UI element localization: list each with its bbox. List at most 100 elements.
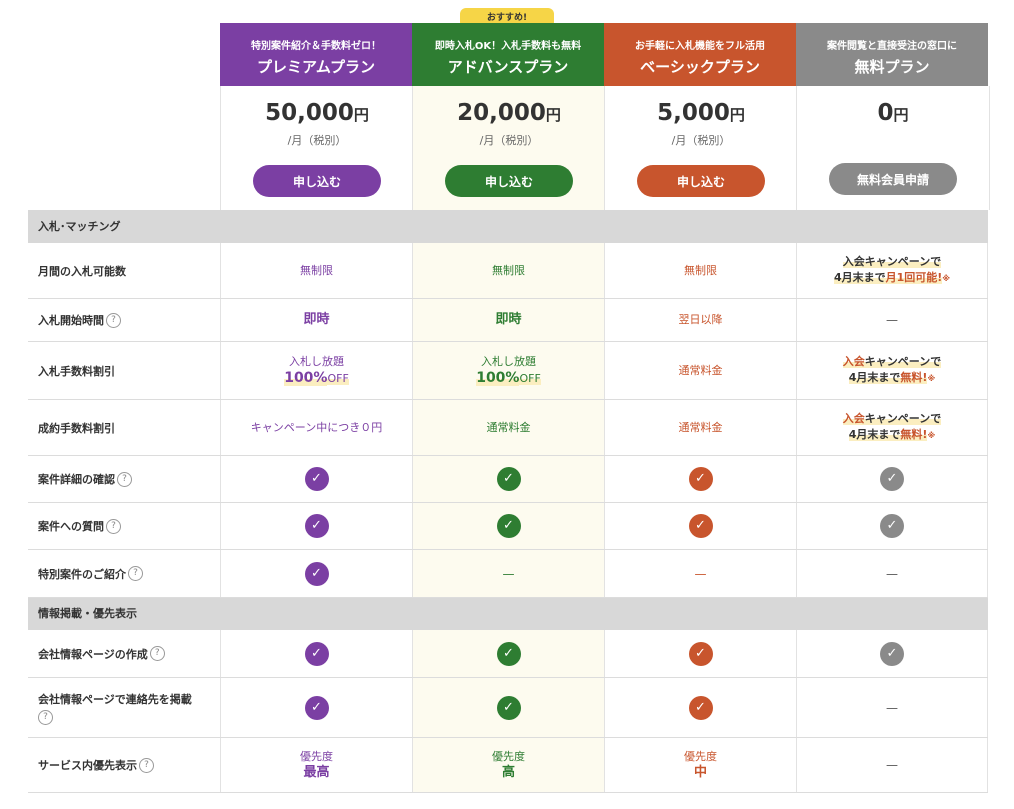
cell-premium: 無制限 <box>220 243 412 298</box>
help-icon[interactable]: ? <box>139 757 154 773</box>
plan-name: アドバンスプラン <box>447 58 569 76</box>
row-label-text: 会社情報ページの作成 <box>38 647 148 661</box>
cell-free: — <box>796 299 988 341</box>
check-icon: ✓ <box>880 514 904 538</box>
cell-basic: 通常料金 <box>604 342 796 399</box>
cell-premium: ✓ <box>220 503 412 549</box>
cell-advance: ✓ <box>412 456 604 502</box>
price-period <box>797 132 989 146</box>
price-period: /月（税別） <box>287 134 347 147</box>
price-free: 0円 無料会員申請 <box>796 86 990 210</box>
cell-advance: ✓ <box>412 678 604 737</box>
row-label: 会社情報ページの作成? <box>28 630 220 677</box>
check-icon: ✓ <box>688 467 713 491</box>
plan-name: ベーシックプラン <box>640 58 760 76</box>
check-icon: ✓ <box>880 467 904 491</box>
cell-advance: — <box>412 550 604 597</box>
cell-premium: 優先度 最高 <box>220 738 412 792</box>
help-icon[interactable]: ? <box>38 709 53 725</box>
plan-tagline: 特別案件紹介＆手数料ゼロ！ <box>251 41 381 52</box>
row-label: 案件詳細の確認? <box>28 456 220 502</box>
priority-level: 高 <box>501 765 515 780</box>
cell-advance: ✓ <box>412 503 604 549</box>
cell-basic: 優先度中 <box>604 738 796 792</box>
campaign-offer: 無料! <box>900 371 928 384</box>
campaign-period: 4月末まで <box>833 271 886 284</box>
cell-premium: 即時 <box>220 299 412 341</box>
price-unit: 円 <box>353 106 369 124</box>
cell-premium: ✓ <box>220 456 412 502</box>
cell-basic: ✓ <box>604 503 796 549</box>
fee-off: OFF <box>519 372 541 385</box>
cell-premium: ✓ <box>220 678 412 737</box>
priority-caption: 優先度 <box>492 750 525 763</box>
campaign-offer: 無料! <box>900 428 928 441</box>
campaign-text: キャンペーンで <box>864 412 942 425</box>
check-icon: ✓ <box>304 514 329 538</box>
cell-free: 入会キャンペーンで 4月末まで月1回可能!※ <box>796 243 988 298</box>
plan-header-premium: 特別案件紹介＆手数料ゼロ！ プレミアムプラン <box>220 23 412 86</box>
cell-basic: ✓ <box>604 678 796 737</box>
price-unit: 円 <box>729 106 745 124</box>
help-icon[interactable]: ? <box>117 471 132 487</box>
free-signup-button[interactable]: 無料会員申請 <box>829 163 957 195</box>
cell-premium: ✓ <box>220 550 412 597</box>
check-icon: ✓ <box>304 695 329 720</box>
check-icon: ✓ <box>688 641 713 666</box>
price-period: /月（税別） <box>479 134 539 147</box>
price-basic: 5,000円 /月（税別） 申し込む <box>604 86 797 210</box>
priority-level: 中 <box>693 765 707 780</box>
row-label: 特別案件のご紹介? <box>28 550 220 597</box>
cell-premium: ✓ <box>220 630 412 677</box>
table-row: 案件への質問? ✓ ✓ ✓ ✓ <box>28 503 988 550</box>
price-advance: 20,000円 /月（税別） 申し込む <box>412 86 605 210</box>
cell-advance: 通常料金 <box>412 400 604 455</box>
help-icon[interactable]: ? <box>128 566 143 581</box>
help-icon[interactable]: ? <box>106 312 121 328</box>
row-label-text: 会社情報ページで連絡先を掲載 <box>38 692 192 706</box>
check-icon: ✓ <box>496 467 521 491</box>
section-listing: 情報掲載・優先表示 <box>28 598 988 630</box>
cell-free: — <box>796 738 988 792</box>
apply-advance-button[interactable]: 申し込む <box>445 165 573 197</box>
plan-tagline: 案件閲覧と直接受注の窓口に <box>827 41 957 52</box>
row-label-text: 入札開始時間 <box>38 314 104 327</box>
price-amount: 50,000 <box>265 100 354 126</box>
campaign-note: ※ <box>942 274 951 283</box>
apply-basic-button[interactable]: 申し込む <box>637 165 765 197</box>
campaign-note: ※ <box>927 374 936 383</box>
cell-basic: ✓ <box>604 630 796 677</box>
row-label: 会社情報ページで連絡先を掲載? <box>28 678 220 737</box>
cell-advance: 優先度高 <box>412 738 604 792</box>
cell-free: — <box>796 678 988 737</box>
cell-advance: ✓ <box>412 630 604 677</box>
check-icon: ✓ <box>688 695 713 720</box>
price-period: /月（税別） <box>671 134 731 147</box>
help-icon[interactable]: ? <box>106 518 121 534</box>
row-label: 月間の入札可能数 <box>38 264 126 278</box>
table-row: 会社情報ページの作成? ✓ ✓ ✓ ✓ <box>28 630 988 678</box>
plan-comparison-table: おすすめ! 特別案件紹介＆手数料ゼロ！ プレミアムプラン 即時入札OK！入札手数… <box>28 0 990 809</box>
campaign-period: 4月末まで <box>848 371 901 384</box>
fee-percent: 100% <box>476 370 520 386</box>
cell-basic: 無制限 <box>604 243 796 298</box>
cell-basic: 通常料金 <box>604 400 796 455</box>
check-icon: ✓ <box>880 641 904 666</box>
help-icon[interactable]: ? <box>149 646 165 661</box>
cell-premium: キャンペーン中につき０円 <box>220 400 412 455</box>
cell-free: ✓ <box>796 630 988 677</box>
table-row: 特別案件のご紹介? ✓ — — — <box>28 550 988 598</box>
plan-name: プレミアムプラン <box>256 58 376 76</box>
advance-column-highlight <box>412 86 604 793</box>
price-amount: 20,000 <box>457 100 546 126</box>
price-amount: 5,000 <box>657 100 730 126</box>
check-icon: ✓ <box>496 641 521 666</box>
section-bidding: 入札･マッチング <box>28 210 988 243</box>
apply-premium-button[interactable]: 申し込む <box>253 165 381 197</box>
cell-basic: ✓ <box>604 456 796 502</box>
cell-advance: 無制限 <box>412 243 604 298</box>
check-icon: ✓ <box>304 467 329 491</box>
row-label: 成約手数料割引 <box>38 421 115 435</box>
cell-free: — <box>796 550 988 597</box>
cell-premium: 入札し放題 100%OFF <box>220 342 412 399</box>
